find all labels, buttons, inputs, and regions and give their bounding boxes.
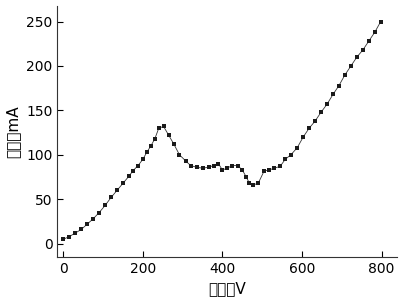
Y-axis label: 电流／mA: 电流／mA xyxy=(6,105,21,158)
X-axis label: 电压／V: 电压／V xyxy=(208,281,246,297)
